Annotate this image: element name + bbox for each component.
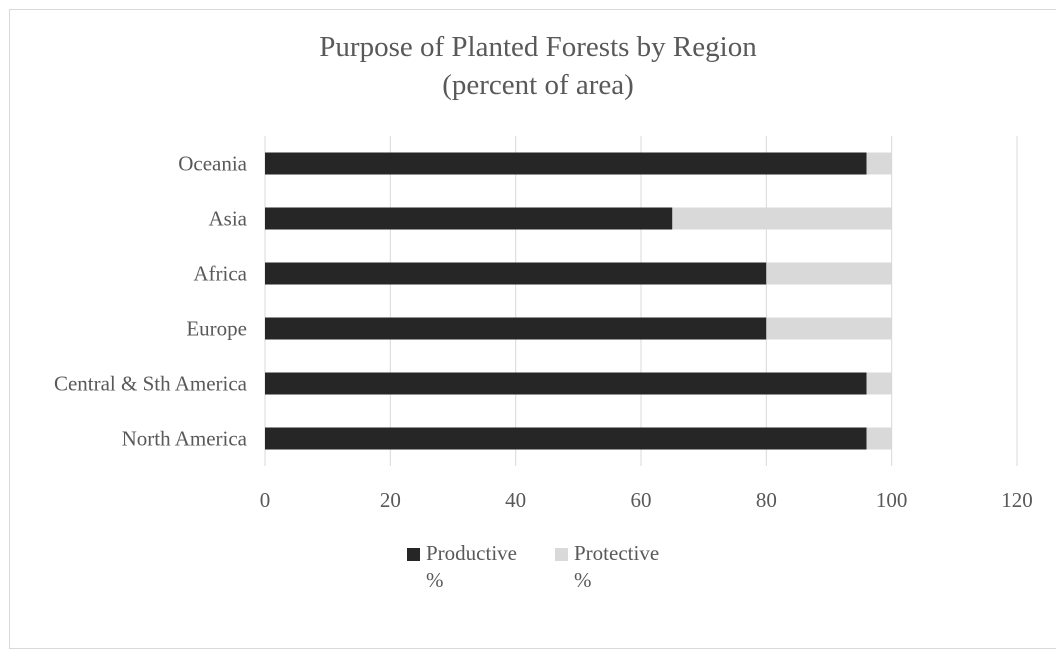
x-tick-label-40: 40 xyxy=(505,488,526,512)
legend-swatch-productive xyxy=(407,548,420,561)
bar-protective-europe xyxy=(766,317,892,340)
bar-productive-africa xyxy=(265,262,767,285)
x-axis-tick-labels: 0 20 40 60 80 100 120 xyxy=(260,488,1033,512)
category-label-central-sth-america: Central & Sth America xyxy=(54,372,248,396)
bar-protective-north-america xyxy=(866,427,892,450)
x-tick-label-0: 0 xyxy=(260,488,271,512)
chart-title: Purpose of Planted Forests by Region (pe… xyxy=(0,28,1056,104)
category-label-europe: Europe xyxy=(186,317,247,341)
bars xyxy=(265,152,892,450)
chart-title-line-1: Purpose of Planted Forests by Region xyxy=(319,31,757,63)
bar-productive-europe xyxy=(265,317,767,340)
legend-label-productive-line-1: Productive xyxy=(426,541,517,565)
x-tick-label-60: 60 xyxy=(631,488,652,512)
legend-label-protective-line-2: % xyxy=(574,568,592,592)
legend-swatch-protective xyxy=(555,548,568,561)
bar-protective-oceania xyxy=(866,152,892,175)
legend-label-protective: Protective % xyxy=(574,540,684,594)
bar-productive-central-sth-america xyxy=(265,372,867,395)
legend-label-productive-line-2: % xyxy=(426,568,444,592)
bar-protective-africa xyxy=(766,262,892,285)
category-label-asia: Asia xyxy=(209,207,248,231)
bar-productive-oceania xyxy=(265,152,867,175)
bar-productive-asia xyxy=(265,207,673,230)
bar-protective-central-sth-america xyxy=(866,372,892,395)
bar-protective-asia xyxy=(672,207,892,230)
category-label-north-america: North America xyxy=(122,427,248,451)
bar-productive-north-america xyxy=(265,427,867,450)
category-label-africa: Africa xyxy=(193,262,247,286)
category-labels: North America Central & Sth America Europe… xyxy=(54,152,248,451)
legend-label-productive: Productive % xyxy=(426,540,536,594)
category-label-oceania: Oceania xyxy=(178,152,247,176)
x-tick-label-120: 120 xyxy=(1001,488,1033,512)
x-tick-label-80: 80 xyxy=(756,488,777,512)
x-tick-label-20: 20 xyxy=(380,488,401,512)
legend-label-protective-line-1: Protective xyxy=(574,541,660,565)
bar-chart: North America Central & Sth America Europe… xyxy=(54,136,1033,512)
x-tick-label-100: 100 xyxy=(876,488,908,512)
gridlines xyxy=(264,136,1018,466)
chart-title-line-2: (percent of area) xyxy=(442,69,634,101)
